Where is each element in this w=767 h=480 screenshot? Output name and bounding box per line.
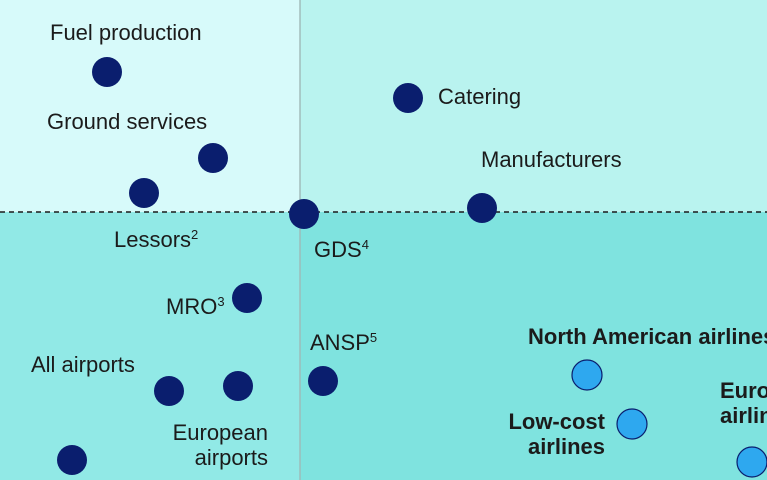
label-line: European (173, 420, 268, 445)
point-all-airports (154, 376, 184, 406)
point-ansp (308, 366, 338, 396)
label-line: airlines (528, 434, 605, 459)
point-ground-services (198, 143, 228, 173)
quadrant-bottom-left (0, 212, 300, 480)
quadrant-top-left (0, 0, 300, 212)
point-low-cost-airlines (616, 408, 648, 440)
label-ground-services: Ground services (47, 109, 207, 134)
label-fuel-production: Fuel production (50, 20, 202, 45)
point-extra-bottom-left (57, 445, 87, 475)
label-line: GDS (314, 237, 362, 262)
label-european-airports: European airports (173, 420, 268, 470)
label-line: Low-cost (508, 409, 605, 434)
quadrant-bottom-right (300, 212, 767, 480)
label-manufacturers: Manufacturers (481, 147, 622, 172)
label-gds: GDS4 (314, 237, 369, 262)
label-line: North American airlines (528, 324, 767, 349)
label-low-cost-airlines: Low-cost airlines (508, 409, 605, 459)
label-line: European (720, 378, 767, 403)
point-north-american-airlines (571, 359, 603, 391)
label-line: ANSP (310, 330, 370, 355)
label-all-airports: All airports (31, 352, 135, 377)
label-line: airlines (720, 403, 767, 428)
point-fuel-production (92, 57, 122, 87)
point-mro (232, 283, 262, 313)
point-gds (289, 199, 319, 229)
label-north-american-airlines: North American airlines (528, 324, 767, 349)
quadrant-top-right (300, 0, 767, 212)
label-mro: MRO3 (166, 294, 225, 319)
label-line: MRO (166, 294, 217, 319)
label-catering: Catering (438, 84, 521, 109)
data-labels: Fuel production Catering Ground services Ma… (31, 20, 767, 470)
label-line: Catering (438, 84, 521, 109)
point-lessors (129, 178, 159, 208)
label-superscript: 2 (191, 227, 198, 242)
data-points (57, 57, 767, 478)
point-catering (393, 83, 423, 113)
point-european-airports (223, 371, 253, 401)
point-european-airlines (736, 446, 767, 478)
label-superscript: 5 (370, 330, 377, 345)
label-european-airlines: Europeanairlines (720, 378, 767, 428)
label-line: airports (195, 445, 268, 470)
label-superscript: 4 (362, 237, 369, 252)
label-line: All airports (31, 352, 135, 377)
label-lessors: Lessors2 (114, 227, 198, 252)
point-manufacturers (467, 193, 497, 223)
label-ansp: ANSP5 (310, 330, 377, 355)
label-line: Ground services (47, 109, 207, 134)
label-superscript: 3 (217, 294, 224, 309)
label-line: Lessors (114, 227, 191, 252)
label-line: Manufacturers (481, 147, 622, 172)
label-line: Fuel production (50, 20, 202, 45)
